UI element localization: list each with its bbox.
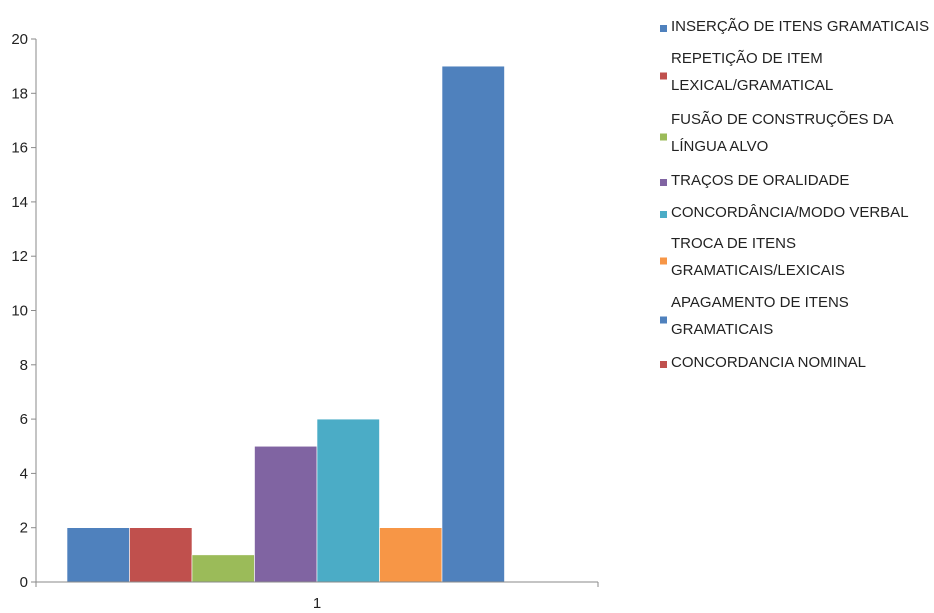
legend-swatch [660, 72, 667, 80]
legend-item-3: FUSÃO DE CONSTRUÇÕES DA LÍNGUA ALVO [660, 111, 894, 155]
legend-label: TROCA DE ITENS GRAMATICAIS/LEXICAIS [671, 235, 845, 279]
x-category-label: 1 [313, 595, 321, 612]
legend-swatch [660, 25, 667, 32]
y-tick-label: 0 [20, 574, 28, 591]
y-axis-ticks: 0 2 4 6 8 10 12 14 16 18 20 [11, 31, 36, 591]
legend-item-6: TROCA DE ITENS GRAMATICAIS/LEXICAIS [660, 235, 845, 279]
y-tick-label: 4 [20, 465, 28, 482]
bar-5 [316, 418, 380, 583]
bar-group [66, 65, 505, 583]
legend-item-4: TRAÇOS DE ORALIDADE [660, 172, 849, 189]
y-tick-label: 8 [20, 357, 28, 374]
legend-item-2: REPETIÇÃO DE ITEM LEXICAL/GRAMATICAL [660, 50, 833, 94]
legend-swatch [660, 316, 667, 324]
legend-swatch [660, 179, 667, 186]
legend-item-8: CONCORDANCIA NOMINAL [660, 354, 866, 371]
y-tick-label: 14 [11, 194, 28, 211]
legend-item-7: APAGAMENTO DE ITENS GRAMATICAIS [660, 294, 849, 338]
x-axis-labels: 1 [313, 595, 321, 612]
legend: INSERÇÃO DE ITENS GRAMATICAIS REPETIÇÃO D… [660, 18, 929, 371]
bar-4 [254, 445, 318, 583]
bar-6 [379, 527, 443, 583]
y-tick-label: 6 [20, 411, 28, 428]
y-tick-label: 16 [11, 140, 28, 157]
legend-label: CONCORDANCIA NOMINAL [671, 354, 866, 371]
y-tick-label: 20 [11, 31, 28, 48]
axes [35, 39, 599, 587]
legend-item-5: CONCORDÂNCIA/MODO VERBAL [660, 204, 909, 221]
bar-2 [129, 527, 193, 583]
y-tick-label: 2 [20, 520, 28, 537]
legend-label: TRAÇOS DE ORALIDADE [671, 172, 849, 189]
legend-swatch [660, 361, 667, 368]
legend-label: INSERÇÃO DE ITENS GRAMATICAIS [671, 18, 929, 35]
legend-label: FUSÃO DE CONSTRUÇÕES DA LÍNGUA ALVO [671, 111, 894, 155]
legend-swatch [660, 211, 667, 218]
legend-label: REPETIÇÃO DE ITEM LEXICAL/GRAMATICAL [671, 50, 833, 94]
legend-item-1: INSERÇÃO DE ITENS GRAMATICAIS [660, 18, 929, 35]
legend-label: APAGAMENTO DE ITENS GRAMATICAIS [671, 294, 849, 338]
bar-7 [441, 65, 505, 583]
bar-3 [191, 554, 255, 583]
y-tick-label: 18 [11, 85, 28, 102]
legend-label: CONCORDÂNCIA/MODO VERBAL [671, 204, 909, 221]
legend-swatch [660, 257, 667, 265]
bar-1 [66, 527, 130, 583]
y-tick-label: 10 [11, 303, 28, 320]
legend-swatch [660, 133, 667, 141]
y-tick-label: 12 [11, 248, 28, 265]
